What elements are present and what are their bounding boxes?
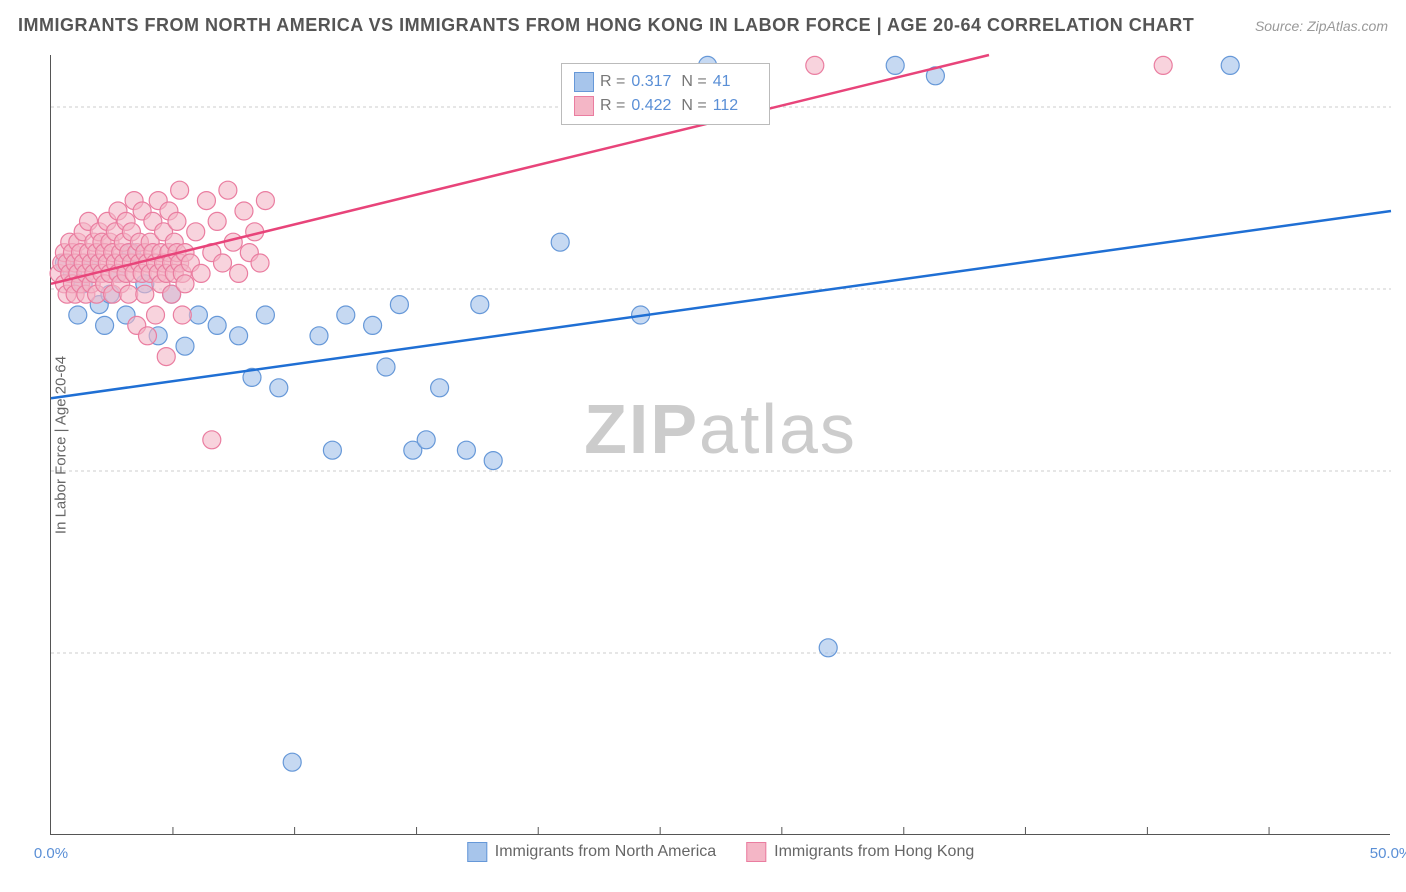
legend-swatch-series2 <box>574 96 594 116</box>
y-tick-label: 47.5% <box>1400 645 1406 662</box>
bottom-swatch-1 <box>467 842 487 862</box>
y-tick-label: 82.5% <box>1400 281 1406 298</box>
bottom-swatch-2 <box>746 842 766 862</box>
correlation-legend: R = 0.317 N = 41 R = 0.422 N = 112 <box>561 63 770 125</box>
bottom-legend-label-2: Immigrants from Hong Kong <box>774 843 974 861</box>
chart-title: IMMIGRANTS FROM NORTH AMERICA VS IMMIGRA… <box>18 15 1194 36</box>
x-tick-label: 0.0% <box>34 845 68 862</box>
legend-r-label: R = <box>600 94 625 118</box>
title-row: IMMIGRANTS FROM NORTH AMERICA VS IMMIGRA… <box>18 15 1388 36</box>
source-label: Source: ZipAtlas.com <box>1255 18 1388 34</box>
bottom-legend-label-1: Immigrants from North America <box>495 843 716 861</box>
plot-area: In Labor Force | Age 20-64 ZIPatlas R = … <box>50 55 1390 835</box>
legend-r-value-1: 0.317 <box>631 70 675 94</box>
legend-n-label: N = <box>681 94 706 118</box>
legend-r-value-2: 0.422 <box>631 94 675 118</box>
scatter-chart <box>51 55 1390 834</box>
y-tick-label: 65.0% <box>1400 463 1406 480</box>
legend-n-value-1: 41 <box>713 70 757 94</box>
legend-swatch-series1 <box>574 72 594 92</box>
legend-n-value-2: 112 <box>713 94 757 118</box>
legend-r-label: R = <box>600 70 625 94</box>
bottom-legend-item-2: Immigrants from Hong Kong <box>746 842 974 862</box>
bottom-legend-item-1: Immigrants from North America <box>467 842 716 862</box>
legend-n-label: N = <box>681 70 706 94</box>
y-tick-label: 100.0% <box>1400 99 1406 116</box>
x-tick-label: 50.0% <box>1370 845 1406 862</box>
bottom-legend: Immigrants from North America Immigrants… <box>467 842 974 862</box>
legend-row-series1: R = 0.317 N = 41 <box>574 70 757 94</box>
legend-row-series2: R = 0.422 N = 112 <box>574 94 757 118</box>
